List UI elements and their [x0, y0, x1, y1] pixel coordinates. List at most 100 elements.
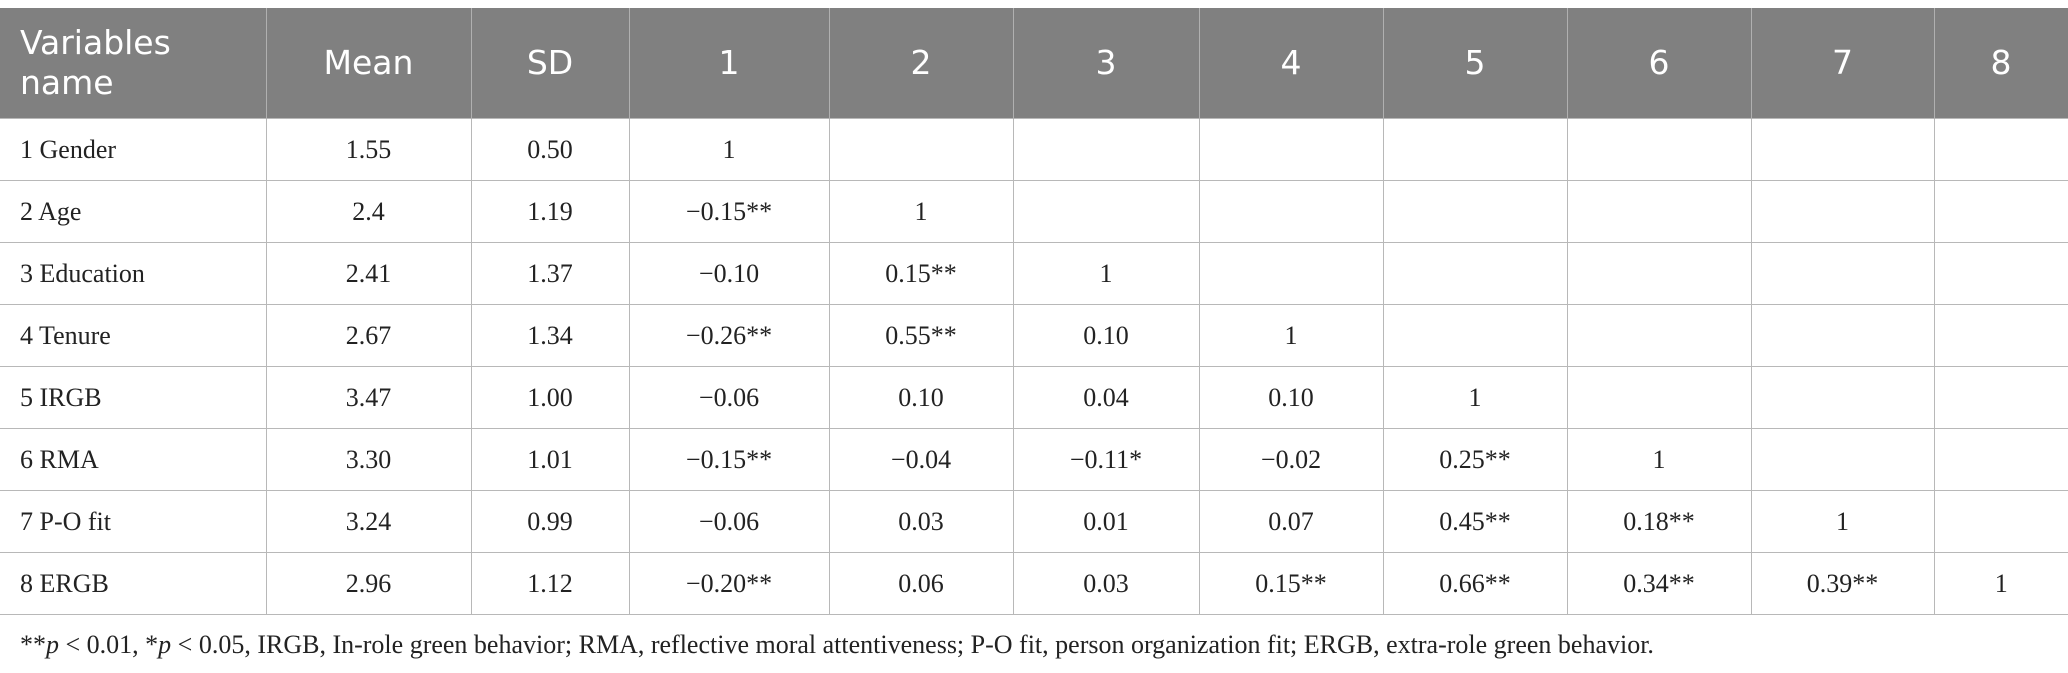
table-cell: −0.15**: [628, 428, 830, 491]
table-cell: 0.34**: [1566, 552, 1752, 615]
table-cell: [1933, 428, 2068, 491]
table-cell: 0.99: [470, 490, 630, 553]
table-cell: 1: [1933, 552, 2068, 615]
table-cell: −0.20**: [628, 552, 830, 615]
table-header-row: Variables name Mean SD 1 2 3 4 5 6 7 8: [0, 8, 2068, 119]
table-cell: [1566, 242, 1752, 305]
table-cell: 1: [1012, 242, 1200, 305]
variable-name-cell: 4 Tenure: [0, 304, 267, 367]
table-cell: 0.15**: [828, 242, 1014, 305]
table-cell: 1: [1566, 428, 1752, 491]
table-cell: [1750, 242, 1935, 305]
column-header: 7: [1751, 8, 1935, 119]
column-header: 2: [829, 8, 1014, 119]
table-cell: [1566, 180, 1752, 243]
table-cell: [1012, 118, 1200, 181]
table-footnote: **p < 0.01, *p < 0.05, IRGB, In-role gre…: [20, 630, 1654, 660]
table-cell: 0.25**: [1382, 428, 1568, 491]
table-cell: 0.04: [1012, 366, 1200, 429]
table-cell: 1: [1750, 490, 1935, 553]
table-row: 6 RMA 3.30 1.01 −0.15** −0.04 −0.11* −0.02 0.25…: [0, 428, 2068, 491]
table-cell: −0.15**: [628, 180, 830, 243]
variable-name-cell: 6 RMA: [0, 428, 267, 491]
footnote-stars: **: [20, 630, 46, 659]
table-cell: 0.18**: [1566, 490, 1752, 553]
table-cell: 0.01: [1012, 490, 1200, 553]
table-cell: [1933, 242, 2068, 305]
column-header: 1: [629, 8, 830, 119]
table-cell: [1933, 490, 2068, 553]
table-cell: 3.47: [265, 366, 472, 429]
table-cell: [1750, 428, 1935, 491]
table-row: 3 Education 2.41 1.37 −0.10 0.15** 1: [0, 242, 2068, 305]
footnote-p-symbol: p: [46, 630, 59, 659]
table-row: 7 P-O fit 3.24 0.99 −0.06 0.03 0.01 0.07 0.45**…: [0, 490, 2068, 553]
table-cell: [1382, 304, 1568, 367]
table-cell: 0.55**: [828, 304, 1014, 367]
table-cell: [1750, 118, 1935, 181]
table-cell: [1382, 180, 1568, 243]
table-cell: −0.02: [1198, 428, 1384, 491]
table-cell: −0.26**: [628, 304, 830, 367]
variable-name-cell: 3 Education: [0, 242, 267, 305]
table-cell: −0.06: [628, 366, 830, 429]
table-cell: 2.4: [265, 180, 472, 243]
table-cell: 1: [828, 180, 1014, 243]
table-cell: 0.66**: [1382, 552, 1568, 615]
table-cell: [1750, 304, 1935, 367]
variable-name-cell: 5 IRGB: [0, 366, 267, 429]
table-cell: 0.03: [1012, 552, 1200, 615]
table-cell: [1012, 180, 1200, 243]
table-cell: [1198, 180, 1384, 243]
table-cell: [1566, 304, 1752, 367]
table-cell: 0.50: [470, 118, 630, 181]
table-cell: 1: [1382, 366, 1568, 429]
table-cell: 3.24: [265, 490, 472, 553]
table-cell: 0.10: [828, 366, 1014, 429]
table-cell: [1566, 118, 1752, 181]
table-cell: 2.96: [265, 552, 472, 615]
table-cell: [1382, 118, 1568, 181]
table-cell: [1566, 366, 1752, 429]
column-header: SD: [471, 8, 630, 119]
table-row: 4 Tenure 2.67 1.34 −0.26** 0.55** 0.10 1: [0, 304, 2068, 367]
table-cell: −0.06: [628, 490, 830, 553]
table-row: 1 Gender 1.55 0.50 1: [0, 118, 2068, 181]
table-cell: [1933, 180, 2068, 243]
table-cell: 1.12: [470, 552, 630, 615]
table-cell: [1198, 118, 1384, 181]
footnote-text-2: < 0.05, IRGB, In-role green behavior; RM…: [171, 630, 1654, 659]
footnote-text-1: < 0.01, *: [59, 630, 159, 659]
column-header: 4: [1199, 8, 1384, 119]
table-cell: 1.01: [470, 428, 630, 491]
footnote-p-symbol-2: p: [158, 630, 172, 659]
column-header: 6: [1567, 8, 1752, 119]
table-cell: 0.45**: [1382, 490, 1568, 553]
table-cell: 2.41: [265, 242, 472, 305]
table-cell: 0.07: [1198, 490, 1384, 553]
variable-name-cell: 2 Age: [0, 180, 267, 243]
table-cell: [1750, 180, 1935, 243]
table-cell: −0.11*: [1012, 428, 1200, 491]
correlation-table-container: Variables name Mean SD 1 2 3 4 5 6 7 8 1 Gender 1.5…: [0, 8, 2068, 615]
column-header: Mean: [266, 8, 472, 119]
table-cell: [1198, 242, 1384, 305]
column-header: 5: [1383, 8, 1568, 119]
table-cell: 0.06: [828, 552, 1014, 615]
table-cell: 1.00: [470, 366, 630, 429]
table-cell: 1: [628, 118, 830, 181]
table-cell: [1750, 366, 1935, 429]
column-header: 8: [1934, 8, 2068, 119]
column-header: Variables name: [0, 8, 267, 119]
table-body: 1 Gender 1.55 0.50 1 2 Age 2.4 1.19 −0.15** 1 3 E…: [0, 118, 2068, 615]
table-cell: 1.34: [470, 304, 630, 367]
table-cell: [1933, 118, 2068, 181]
table-cell: 1: [1198, 304, 1384, 367]
variable-name-cell: 7 P-O fit: [0, 490, 267, 553]
table-cell: 0.10: [1198, 366, 1384, 429]
table-cell: 2.67: [265, 304, 472, 367]
table-row: 8 ERGB 2.96 1.12 −0.20** 0.06 0.03 0.15** 0.66*…: [0, 552, 2068, 615]
correlation-table: Variables name Mean SD 1 2 3 4 5 6 7 8 1 Gender 1.5…: [0, 8, 2068, 615]
table-cell: [1933, 366, 2068, 429]
table-cell: 0.10: [1012, 304, 1200, 367]
